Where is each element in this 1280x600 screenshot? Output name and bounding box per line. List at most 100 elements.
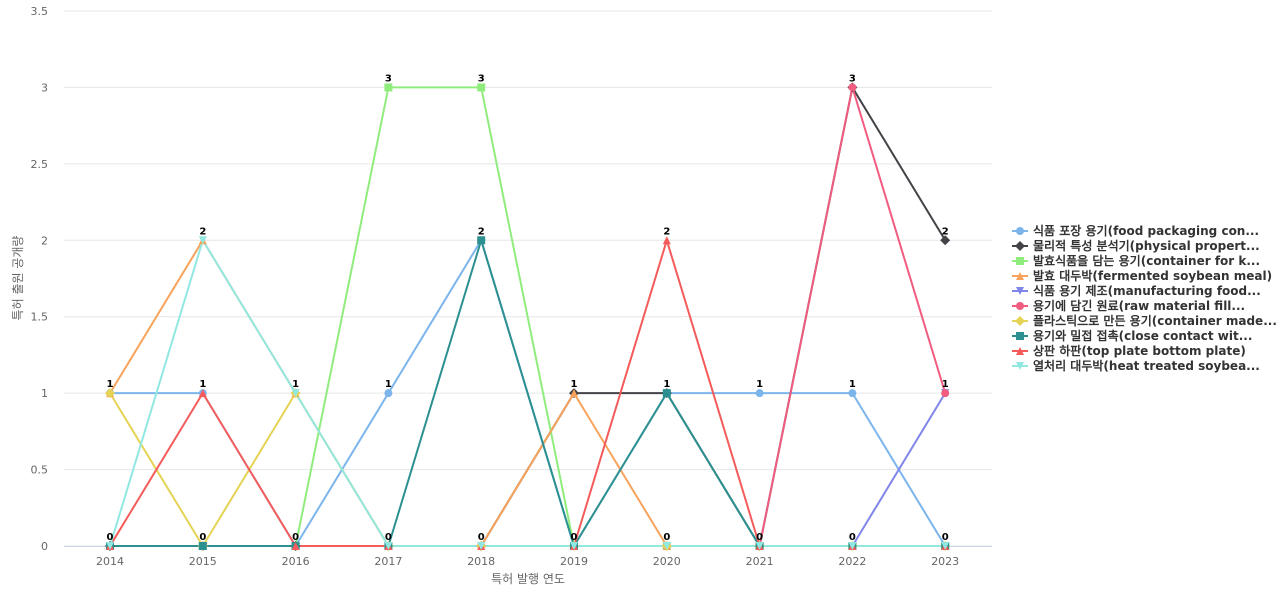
data-label: 1: [663, 379, 670, 390]
data-point[interactable]: [291, 389, 300, 398]
legend-marker[interactable]: [1016, 257, 1024, 265]
legend-item[interactable]: 발효식품을 담는 용기(container for k...: [1012, 253, 1260, 268]
data-label: 2: [942, 226, 949, 237]
data-label: 2: [478, 226, 485, 237]
x-tick-label: 2016: [282, 555, 310, 568]
data-point[interactable]: [570, 389, 578, 398]
legend-item[interactable]: 식품 용기 제조(manufacturing food...: [1012, 283, 1261, 298]
data-point[interactable]: [941, 542, 950, 550]
x-tick-label: 2020: [653, 555, 681, 568]
legend-marker[interactable]: [1016, 362, 1024, 370]
data-label: 0: [199, 532, 206, 543]
y-tick-label: 0.5: [31, 464, 49, 477]
legend-marker[interactable]: [1016, 347, 1024, 355]
legend-marker[interactable]: [1016, 332, 1024, 340]
legend-label: 열처리 대두박(heat treated soybea...: [1033, 358, 1260, 373]
data-labels: 1 0 2 1 0 1 0 3 1 0 3 2 0 1 0 2 1 0 1 0 3 1 0 2 1 0: [107, 73, 949, 543]
legend-marker[interactable]: [1016, 227, 1024, 235]
legend-marker[interactable]: [1015, 241, 1025, 251]
data-point[interactable]: [848, 389, 857, 398]
data-label: 1: [199, 379, 206, 390]
x-axis-title: 특허 발행 연도: [491, 571, 565, 586]
data-point[interactable]: [848, 83, 857, 92]
data-point[interactable]: [198, 389, 207, 398]
data-point[interactable]: [384, 542, 393, 550]
legend-label: 식품 용기 제조(manufacturing food...: [1033, 283, 1261, 298]
x-tick-label: 2014: [96, 555, 124, 568]
data-point[interactable]: [198, 236, 207, 245]
data-label: 0: [663, 532, 670, 543]
data-label: 2: [199, 226, 206, 237]
x-tick-label: 2023: [931, 555, 959, 568]
legend-label: 상판 하판(top plate bottom plate): [1033, 343, 1246, 358]
data-label: 3: [478, 73, 485, 84]
legend-marker[interactable]: [1016, 302, 1024, 310]
legend-item[interactable]: 상판 하판(top plate bottom plate): [1012, 343, 1246, 358]
legend-marker[interactable]: [1015, 316, 1025, 326]
data-point[interactable]: [105, 388, 115, 399]
data-label: 0: [571, 532, 578, 543]
x-tick-label: 2017: [374, 555, 402, 568]
data-point[interactable]: [570, 542, 578, 550]
legend-item[interactable]: 용기와 밀접 접촉(close contact wit...: [1012, 328, 1252, 343]
legend-item[interactable]: 발효 대두박(fermented soybean meal): [1012, 268, 1272, 283]
data-label: 3: [849, 73, 856, 84]
data-point[interactable]: [940, 235, 951, 246]
y-axis: 0 0.5 1 1.5 2 2.5 3 3.5: [31, 5, 49, 553]
legend-marker[interactable]: [1016, 272, 1024, 280]
legend-item[interactable]: 용기에 담긴 원료(raw material fill...: [1012, 298, 1245, 313]
legend-label: 발효 대두박(fermented soybean meal): [1033, 268, 1272, 283]
data-point[interactable]: [384, 83, 393, 92]
x-tick-label: 2015: [189, 555, 217, 568]
y-axis-title: 특허 출원 공개량: [11, 236, 25, 321]
data-point[interactable]: [662, 389, 671, 398]
y-tick-label: 1: [41, 387, 48, 400]
data-point[interactable]: [477, 83, 486, 92]
series-line-10[interactable]: [109, 239, 946, 547]
legend-label: 용기와 밀접 접촉(close contact wit...: [1033, 328, 1252, 343]
legend-item[interactable]: 열처리 대두박(heat treated soybea...: [1012, 358, 1260, 373]
data-point[interactable]: [755, 542, 764, 550]
data-point[interactable]: [848, 542, 857, 550]
data-point[interactable]: [941, 389, 950, 398]
data-label: 0: [292, 532, 299, 543]
legend-marker[interactable]: [1016, 287, 1024, 295]
legend-item[interactable]: 플라스틱으로 만든 용기(container made...: [1012, 313, 1277, 328]
data-label: 1: [849, 379, 856, 390]
series-lines: [109, 86, 947, 547]
data-point[interactable]: [755, 389, 764, 398]
y-tick-label: 2: [41, 234, 48, 247]
data-point[interactable]: [384, 389, 393, 398]
data-label: 0: [107, 532, 114, 543]
legend-label: 플라스틱으로 만든 용기(container made...: [1033, 313, 1277, 328]
data-point[interactable]: [662, 236, 671, 245]
data-label: 1: [292, 379, 299, 390]
data-label: 1: [107, 379, 114, 390]
data-label: 0: [849, 532, 856, 543]
data-point[interactable]: [106, 542, 114, 550]
y-tick-label: 3.5: [31, 5, 49, 18]
data-point[interactable]: [477, 542, 486, 550]
data-point[interactable]: [662, 542, 671, 550]
legend-label: 식품 포장 용기(food packaging con...: [1033, 223, 1259, 238]
data-point[interactable]: [477, 236, 486, 245]
legend-label: 물리적 특성 분석기(physical propert...: [1033, 238, 1260, 253]
x-axis: 2014 2015 2016 2017 2018 2019 2020 2021 2022 2023: [64, 546, 992, 568]
legend-item[interactable]: 식품 포장 용기(food packaging con...: [1012, 223, 1259, 238]
data-point[interactable]: [198, 542, 207, 550]
legend-label: 용기에 담긴 원료(raw material fill...: [1033, 298, 1245, 313]
data-label: 0: [385, 532, 392, 543]
legend-item[interactable]: 물리적 특성 분석기(physical propert...: [1012, 238, 1260, 253]
data-point[interactable]: [291, 542, 300, 550]
data-label: 1: [571, 379, 578, 390]
data-label: 0: [478, 532, 485, 543]
y-tick-label: 0: [41, 540, 48, 553]
x-tick-label: 2021: [746, 555, 774, 568]
y-tick-label: 3: [41, 81, 48, 94]
x-tick-label: 2019: [560, 555, 588, 568]
data-label: 1: [385, 379, 392, 390]
x-tick-label: 2022: [838, 555, 866, 568]
data-label: 1: [756, 379, 763, 390]
data-label: 1: [942, 379, 949, 390]
